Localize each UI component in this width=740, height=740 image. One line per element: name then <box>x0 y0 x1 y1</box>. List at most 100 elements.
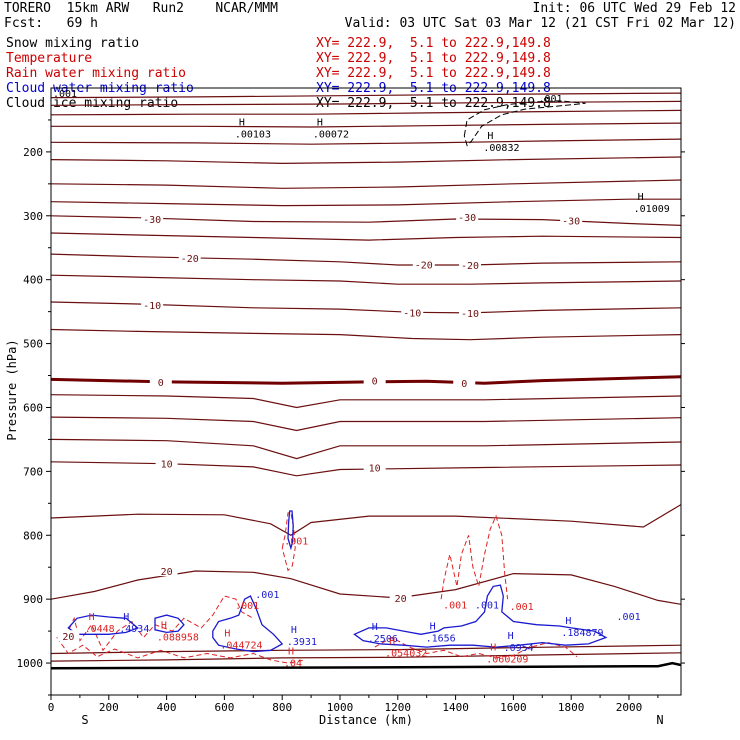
contour-value-label: .001 <box>53 89 77 100</box>
north-label: N <box>656 713 663 727</box>
cloud-water-contour <box>67 614 139 635</box>
x-tick-label: 0 <box>48 701 55 714</box>
isotherm-line <box>51 652 681 662</box>
isotherm-line <box>51 198 681 207</box>
isotherm-label-bg <box>155 565 178 577</box>
isotherm-label: -20 <box>181 254 199 265</box>
max-marker: H <box>161 620 167 631</box>
y-tick-label: 400 <box>23 274 43 287</box>
isotherm-label-bg <box>459 258 482 270</box>
max-marker: H <box>288 646 294 657</box>
isotherm-line <box>51 253 681 266</box>
south-label: S <box>81 713 88 727</box>
y-tick-label: 800 <box>23 529 43 542</box>
isotherm-label: 0 <box>461 379 467 390</box>
isotherm-label: -10 <box>403 308 421 319</box>
plot-area: -30 -30 -30 -20 -20 -20 -10 -10 -10 0 0 0 10 10 20 20 20… <box>51 89 681 669</box>
x-tick-label: 1600 <box>500 701 527 714</box>
isotherm-label-bg <box>456 211 479 223</box>
isotherm-line <box>51 179 681 189</box>
rain-contour <box>281 512 296 572</box>
isotherm-line <box>51 375 681 385</box>
isotherm-label-bg <box>178 251 201 263</box>
isotherm-line <box>51 109 681 116</box>
field-xy-temperature: XY= 222.9, 5.1 to 222.9,149.8 <box>316 51 551 66</box>
y-axis-label: Pressure (hPa) <box>5 339 19 440</box>
field-name-snow: Snow mixing ratio <box>6 36 140 51</box>
max-marker: H <box>487 131 493 142</box>
max-value-label: .184879 <box>561 628 603 639</box>
isotherm-label-bg <box>560 214 583 226</box>
x-tick-label: 2000 <box>616 701 643 714</box>
isotherm-line <box>51 92 681 99</box>
isotherm-label: -30 <box>143 215 161 226</box>
isotherm-label-bg <box>401 306 424 318</box>
isotherm-label-bg <box>453 377 476 389</box>
contour-value-label: .001 <box>235 601 259 612</box>
contour-value-label: .001 <box>255 590 279 601</box>
max-marker: H <box>239 117 245 128</box>
max-marker: H <box>389 636 395 647</box>
isotherm-label: -10 <box>143 301 161 312</box>
max-value-label: .4934 <box>119 624 149 635</box>
isotherm-label: 10 <box>161 460 173 471</box>
isotherm-line <box>51 100 681 106</box>
max-value-label: .00103 <box>235 129 271 140</box>
x-tick-label: 1000 <box>327 701 354 714</box>
isotherm-line <box>51 328 681 341</box>
max-marker: H <box>638 192 644 203</box>
isotherm-line <box>51 122 681 128</box>
max-value-label: .060209 <box>486 655 528 666</box>
rain-contour <box>440 514 509 600</box>
isotherm-line <box>51 504 681 536</box>
field-xy-snow: XY= 222.9, 5.1 to 222.9,149.8 <box>316 36 551 51</box>
x-tick-label: 1400 <box>442 701 469 714</box>
max-value-label: .3931 <box>287 637 317 648</box>
max-marker: H <box>430 622 436 633</box>
contour-value-label: .001 <box>475 600 499 611</box>
cloud-water-contour <box>212 595 284 653</box>
isotherm-line <box>51 416 681 432</box>
y-tick-label: 1000 <box>17 657 44 670</box>
isotherm-label: 20 <box>395 594 407 605</box>
field-name-rain: Rain water mixing ratio <box>6 66 187 81</box>
max-marker: H <box>89 612 95 623</box>
x-tick-label: 600 <box>214 701 234 714</box>
contour-value-label: .001 <box>284 536 308 547</box>
isotherm-label: 0 <box>158 378 164 389</box>
model-title: TORERO 15km ARW Run2 NCAR/MMM <box>4 1 278 16</box>
x-tick-label: 1800 <box>558 701 585 714</box>
isotherm-label-bg <box>141 299 164 311</box>
isotherm-line <box>51 232 681 241</box>
cloud-water-contour <box>154 614 185 634</box>
max-value-label: .0954 <box>504 643 534 654</box>
max-marker: H <box>508 631 514 642</box>
isotherm-label: -30 <box>458 213 476 224</box>
cloud-water-contour <box>287 510 294 551</box>
isotherm-line <box>51 156 681 165</box>
max-value-label: .0448 <box>85 624 115 635</box>
isotherm-label: -10 <box>461 309 479 320</box>
max-value-label: .04 <box>284 658 302 669</box>
max-marker: H <box>291 625 297 636</box>
isotherm-line <box>51 570 681 605</box>
isotherm-label: 20 <box>161 567 173 578</box>
field-xy-rain: XY= 222.9, 5.1 to 222.9,149.8 <box>316 66 551 81</box>
max-marker: H <box>565 616 571 627</box>
x-axis-label: Distance (km) <box>319 713 413 727</box>
isotherm-label-bg <box>155 457 178 469</box>
isotherm-line <box>51 438 681 460</box>
ground-line <box>51 661 681 670</box>
contour-value-label: .001 <box>617 612 641 623</box>
forecast-hour: Fcst: 69 h <box>4 16 98 31</box>
isotherm-label: -30 <box>562 216 580 227</box>
isotherm-label: 20 <box>62 632 74 643</box>
isotherm-label-bg <box>389 591 412 603</box>
isotherm-label-bg <box>412 258 435 270</box>
isotherm-label-bg <box>363 461 386 473</box>
isotherm-label-bg <box>149 375 172 387</box>
y-tick-label: 700 <box>23 465 43 478</box>
max-value-label: .054032 <box>385 648 427 659</box>
x-tick-label: 400 <box>157 701 177 714</box>
